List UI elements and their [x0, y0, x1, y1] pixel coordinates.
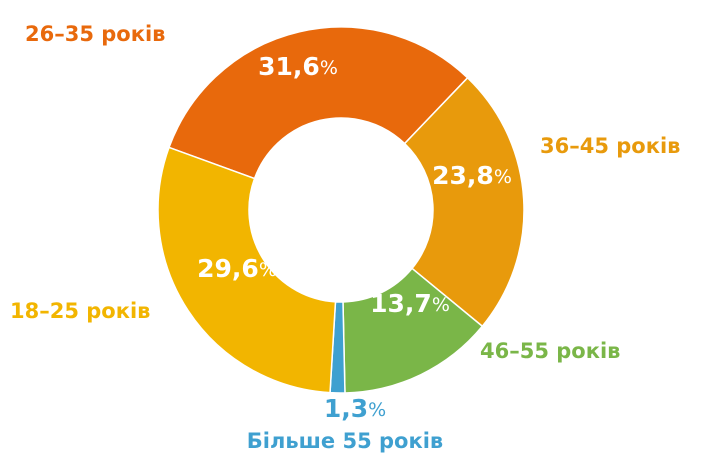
value-number: 13,7 [370, 289, 432, 318]
value-number: 1,3 [324, 394, 368, 423]
value-unit: % [494, 166, 512, 188]
value-number: 31,6 [258, 52, 320, 81]
donut-slice [168, 26, 469, 180]
value-label: 13,7% [370, 289, 450, 318]
donut-slice [403, 76, 525, 328]
category-label: 18–25 років [10, 299, 150, 323]
category-label: 46–55 років [480, 339, 620, 363]
value-unit: % [432, 294, 450, 316]
value-label: 1,3% [324, 394, 386, 423]
value-unit: % [259, 259, 277, 281]
value-label: 23,8% [432, 161, 512, 190]
donut-slice [157, 146, 337, 394]
value-unit: % [320, 57, 338, 79]
value-unit: % [368, 399, 386, 421]
value-label: 31,6% [258, 52, 338, 81]
category-label: 26–35 років [25, 22, 165, 46]
category-label: Більше 55 років [247, 429, 443, 453]
value-number: 29,6 [197, 254, 259, 283]
category-label: 36–45 років [540, 134, 680, 158]
value-label: 29,6% [197, 254, 277, 283]
value-number: 23,8 [432, 161, 494, 190]
